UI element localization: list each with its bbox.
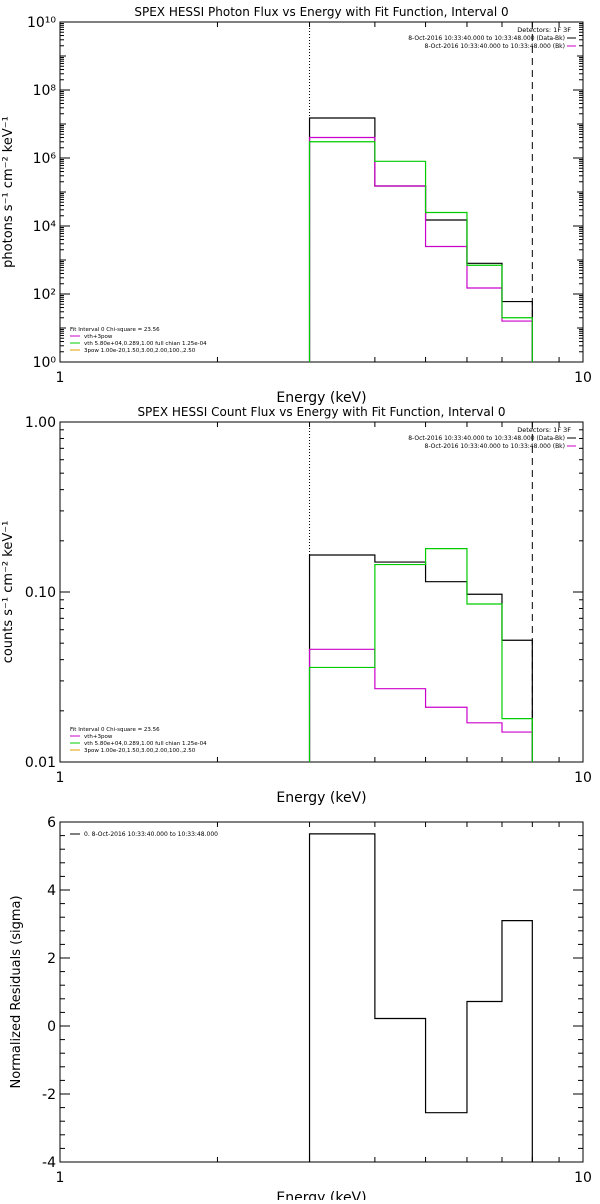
y-tick-label: 10⁰: [33, 355, 57, 371]
y-tick-label: 10¹⁰: [27, 15, 56, 31]
legend-top-text: 8-Oct-2016 10:33:40.000 to 10:33:48.000 …: [425, 443, 566, 450]
chart-title: SPEX HESSI Photon Flux vs Energy with Fi…: [134, 5, 508, 19]
legend-top-text: 8-Oct-2016 10:33:40.000 to 10:33:48.000 …: [425, 43, 566, 50]
x-axis-label: Energy (keV): [276, 790, 366, 806]
series-step-0: [308, 117, 533, 362]
y-tick-label: 0.01: [25, 755, 56, 771]
x-tick-label: 1: [56, 370, 65, 386]
legend-bottom-text: vth 5.80e+04,0.289,1.00 full chian 1.25e…: [84, 341, 207, 347]
y-tick-label: 6: [47, 815, 56, 831]
series-step-1: [308, 648, 533, 762]
legend-bottom-text: vth+3pow: [84, 334, 113, 340]
legend-bottom-text: 3pow 1.00e-20,1.50,3.00,2.00,100.,2.50: [84, 348, 196, 354]
y-axis-label: counts s⁻¹ cm⁻² keV⁻¹: [1, 521, 16, 664]
plot-frame-1: [59, 421, 584, 763]
y-tick-label: 0.10: [25, 585, 56, 601]
y-axis-label: Normalized Residuals (sigma): [9, 895, 24, 1088]
x-tick-label: 1: [56, 770, 65, 786]
x-tick-label: 10: [574, 1170, 592, 1186]
legend-bottom-heading: Fit Interval 0 Chi-square = 23.56: [70, 327, 160, 333]
y-tick-label: 10⁸: [33, 83, 57, 99]
series-step-0: [308, 833, 533, 1162]
y-tick-label: 10⁴: [33, 219, 57, 235]
x-tick-label: 10: [574, 370, 592, 386]
x-axis-label: Energy (keV): [276, 390, 366, 406]
y-tick-label: 10²: [33, 287, 56, 303]
legend-bottom-text: vth+3pow: [84, 734, 113, 740]
series-step-2: [308, 548, 533, 762]
detectors-label: Detectors: 1F 3F: [517, 26, 571, 34]
y-tick-label: 2: [47, 951, 56, 967]
y-tick-label: 10⁶: [33, 151, 57, 167]
legend-bottom-text: 3pow 1.00e-20,1.50,3.00,2.00,100.,2.50: [84, 748, 196, 754]
legend-bottom-heading: Fit Interval 0 Chi-square = 23.56: [70, 727, 160, 733]
y-tick-label: -2: [42, 1087, 56, 1103]
x-tick-label: 1: [56, 1170, 65, 1186]
plot-frame-2: [59, 821, 584, 1163]
plot-frame-0: [59, 21, 584, 363]
x-axis-label: Energy (keV): [276, 1190, 366, 1200]
legend-bottom-text: vth 5.80e+04,0.289,1.00 full chian 1.25e…: [84, 741, 207, 747]
series-step-2: [308, 141, 533, 362]
y-axis-label: photons s⁻¹ cm⁻² keV⁻¹: [1, 116, 16, 268]
chart-title: SPEX HESSI Count Flux vs Energy with Fit…: [137, 405, 505, 419]
legend-top-text: 8-Oct-2016 10:33:40.000 to 10:33:48.000 …: [408, 35, 565, 42]
series-step-1: [308, 136, 533, 362]
legend-top-text: 8-Oct-2016 10:33:40.000 to 10:33:48.000 …: [408, 435, 565, 442]
legend-text: 0. 8-Oct-2016 10:33:40.000 to 10:33:48.0…: [84, 831, 218, 838]
y-tick-label: 4: [47, 883, 56, 899]
detectors-label: Detectors: 1F 3F: [517, 426, 571, 434]
y-tick-label: 0: [47, 1019, 56, 1035]
series-step-0: [308, 554, 533, 762]
y-tick-label: -4: [42, 1155, 56, 1171]
y-tick-label: 1.00: [25, 415, 56, 431]
x-tick-label: 10: [574, 770, 592, 786]
